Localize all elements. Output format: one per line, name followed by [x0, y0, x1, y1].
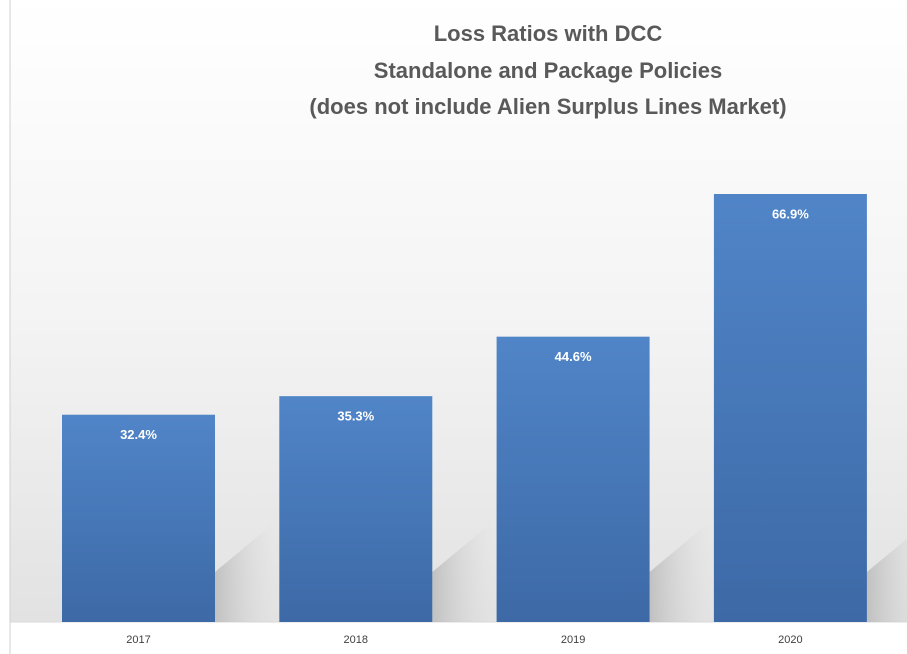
x-tick-label: 2018 [344, 634, 368, 646]
x-tick-label: 2017 [126, 634, 150, 646]
bar-shadow [215, 522, 275, 622]
value-label: 66.9% [772, 206, 809, 221]
bar-shadow [649, 522, 710, 622]
bar-shadow [432, 522, 493, 622]
bar [496, 336, 650, 622]
value-label: 32.4% [120, 427, 157, 442]
value-label: 44.6% [555, 349, 592, 364]
chart-subtitle: (does not include Alien Surplus Lines Ma… [309, 94, 786, 119]
x-tick-label: 2020 [778, 634, 802, 646]
value-label: 35.3% [337, 409, 374, 424]
bar-shadow [866, 538, 907, 622]
bar [713, 194, 867, 622]
x-tick-label: 2019 [561, 634, 585, 646]
chart-subtitle: Standalone and Package Policies [374, 58, 722, 83]
chart-title: Loss Ratios with DCC [434, 21, 663, 46]
bar [62, 414, 215, 622]
bar [279, 396, 433, 622]
